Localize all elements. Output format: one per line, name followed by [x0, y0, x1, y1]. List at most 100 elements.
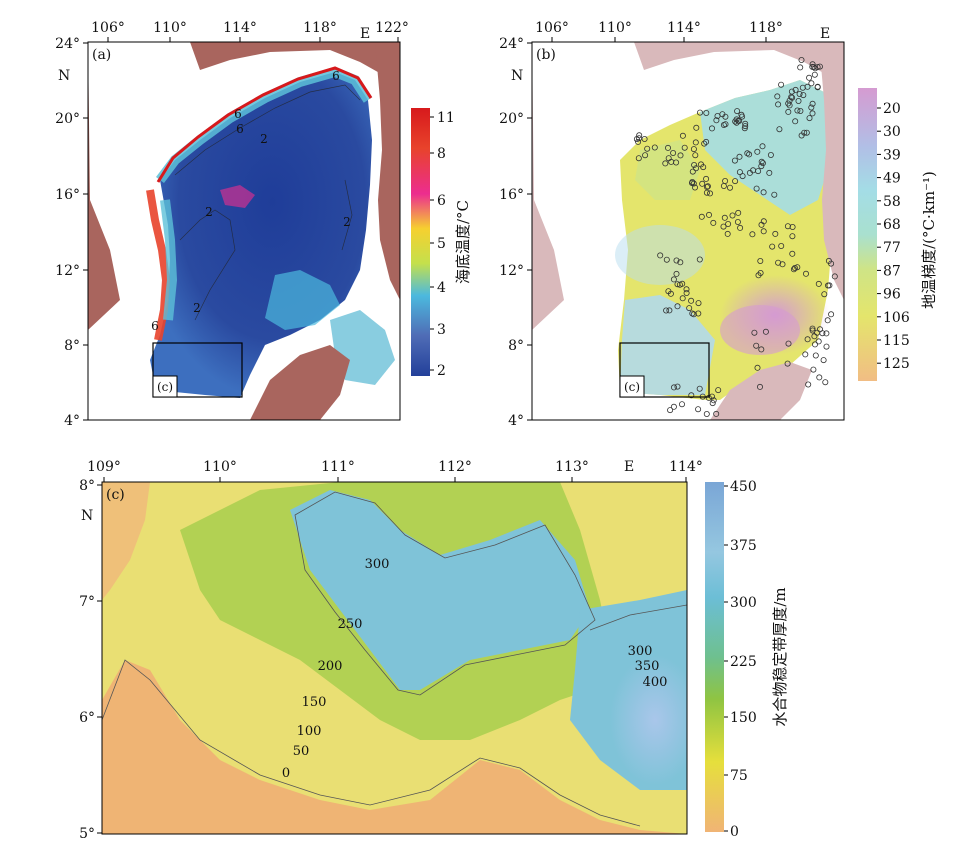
measurement-point: [673, 270, 680, 277]
measurement-point: [689, 178, 696, 185]
measurement-point: [710, 219, 717, 226]
measurement-point: [729, 212, 736, 219]
measurement-point: [757, 257, 764, 264]
measurement-point: [676, 281, 683, 288]
measurement-point: [760, 228, 767, 235]
measurement-point: [797, 108, 804, 115]
lon-tick-label: 114°: [223, 20, 257, 36]
measurement-point: [670, 403, 677, 410]
measurement-point: [674, 281, 681, 288]
lon-tick-label: 106°: [535, 20, 569, 36]
measurement-point: [826, 282, 833, 289]
lon-tick-label: 109°: [87, 459, 121, 475]
measurement-point: [689, 168, 696, 175]
colorbar-tick-label: 375: [730, 538, 757, 554]
lat-tick-label: 8°: [64, 338, 80, 354]
measurement-point: [786, 102, 793, 109]
measurement-point: [828, 311, 835, 318]
lat-hemisphere: N: [58, 68, 70, 84]
colorbar-tick-label: 68: [883, 217, 901, 233]
measurement-point: [690, 311, 697, 318]
measurement-point: [803, 129, 810, 136]
measurement-point: [707, 190, 714, 197]
colorbar-ticks: 450 375 300 225 150 75 0: [724, 479, 757, 840]
reef-region: [265, 270, 340, 330]
measurement-point: [667, 407, 674, 414]
colorbar-tick-label: 2: [437, 363, 446, 379]
measurement-point: [802, 351, 809, 358]
measurement-point: [693, 165, 700, 172]
measurement-point: [812, 341, 819, 348]
lat-hemisphere: N: [511, 68, 523, 84]
lon-tick-label: 110°: [598, 20, 632, 36]
inset-label: (c): [624, 380, 640, 394]
shelf-warm-band: [160, 199, 178, 321]
inset-label: (c): [157, 380, 173, 394]
measurement-point: [775, 259, 782, 266]
lat-ticks: 24° 20° 16° 12° 8° 4°: [499, 36, 532, 429]
colorbar-ticks: 11 8 6 5 4 3 2: [430, 110, 455, 379]
inset-label-box: [152, 375, 178, 398]
measurement-point: [809, 327, 816, 334]
measurement-point: [695, 310, 702, 317]
contour-label: 6: [236, 122, 244, 136]
measurement-point: [750, 167, 757, 174]
measurement-point: [720, 223, 727, 230]
measurement-point: [651, 144, 658, 151]
land-east: [819, 42, 844, 300]
lon-tick-label: 114°: [669, 459, 703, 475]
field-blue: [620, 295, 715, 395]
lon-tick-label: 122°: [375, 20, 409, 36]
measurement-point: [710, 397, 717, 404]
lat-tick-label: 20°: [499, 111, 524, 127]
measurement-point: [703, 175, 710, 182]
measurement-point: [785, 108, 792, 115]
deep-zone: [610, 655, 687, 785]
measurement-point: [804, 83, 811, 90]
colorbar-title: 地温梯度/(°C·km⁻¹): [920, 171, 938, 309]
measurement-point: [788, 94, 795, 101]
measurement-point: [811, 71, 818, 78]
zero-zone: [102, 482, 150, 600]
measurement-point: [762, 328, 769, 335]
shelf-warm-band: [156, 66, 373, 183]
measurement-point: [796, 91, 803, 98]
measurement-point: [701, 140, 708, 147]
measurement-point: [704, 183, 711, 190]
measurement-point: [774, 93, 781, 100]
contour-label: 2: [205, 205, 213, 219]
measurement-point: [789, 250, 796, 257]
measurement-point: [776, 126, 783, 133]
measurement-point: [804, 336, 811, 343]
measurement-point: [737, 224, 744, 231]
measurement-point: [636, 132, 643, 139]
measurement-point: [758, 163, 765, 170]
land-south: [250, 345, 350, 420]
colorbar-tick-label: 5: [437, 236, 446, 252]
contour-label: 350: [635, 659, 660, 674]
measurement-point: [823, 343, 830, 350]
measurement-point: [814, 64, 821, 71]
measurement-point: [758, 158, 765, 165]
colorbar-tick-label: 11: [437, 110, 455, 126]
colorbar-tick-label: 39: [883, 147, 901, 163]
measurement-point: [810, 366, 817, 373]
colorbar-tick-label: 300: [730, 595, 757, 611]
measurement-point: [785, 340, 792, 347]
measurement-point: [736, 153, 743, 160]
measurement-point: [798, 57, 805, 64]
measurement-point: [715, 387, 722, 394]
measurement-point: [823, 330, 830, 337]
lat-tick-label: 8°: [508, 338, 524, 354]
measurement-point: [759, 160, 766, 167]
colorbar-tick-label: 3: [437, 322, 446, 338]
contour-line: [179, 209, 236, 321]
measurement-point: [674, 303, 681, 310]
lon-ticks: 106° 110° 114° 118°: [535, 20, 783, 42]
contour-line: [174, 84, 361, 176]
measurement-point: [670, 276, 677, 283]
measurement-point: [753, 342, 760, 349]
